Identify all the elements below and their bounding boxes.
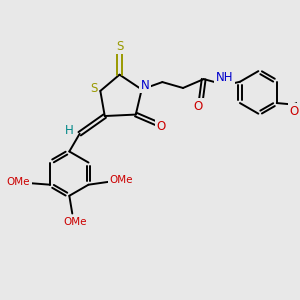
Text: H: H xyxy=(65,124,74,137)
Text: O: O xyxy=(193,100,203,113)
Text: S: S xyxy=(116,40,123,52)
Text: OMe: OMe xyxy=(7,177,30,187)
Text: OMe: OMe xyxy=(64,217,87,227)
Text: O: O xyxy=(290,104,299,118)
Text: N: N xyxy=(141,79,150,92)
Text: OMe: OMe xyxy=(110,175,133,185)
Text: NH: NH xyxy=(216,71,233,84)
Text: O: O xyxy=(157,120,166,133)
Text: S: S xyxy=(90,82,98,95)
